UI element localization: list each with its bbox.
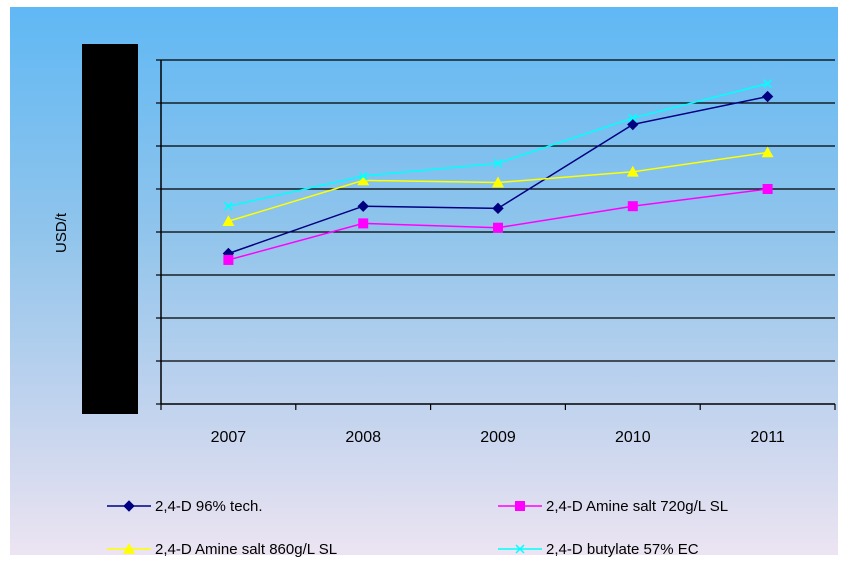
data-point <box>493 222 503 233</box>
x-marker-stroke <box>223 201 233 211</box>
data-point <box>357 200 369 212</box>
legend-item: 2,4-D Amine salt 720g/L SL <box>498 498 728 515</box>
axes <box>156 59 836 410</box>
black-bar-decoration <box>82 44 138 414</box>
legend-marker <box>123 543 135 554</box>
data-point <box>761 146 774 158</box>
legend-label: 2,4-D 96% tech. <box>155 498 263 515</box>
series-markers <box>222 79 774 265</box>
data-point <box>626 165 639 177</box>
x-marker-stroke <box>515 544 525 554</box>
y-axis-label: USD/t <box>53 212 70 253</box>
data-point <box>761 90 774 103</box>
data-point <box>357 174 370 186</box>
chart-frame <box>10 7 838 555</box>
legend-label: 2,4-D butylate 57% EC <box>546 541 699 558</box>
data-point <box>222 215 235 227</box>
legend-label: 2,4-D Amine salt 860g/L SL <box>155 541 337 558</box>
x-marker-stroke <box>493 158 503 168</box>
x-tick-label: 2011 <box>750 429 785 446</box>
legend-label: 2,4-D Amine salt 720g/L SL <box>546 498 728 515</box>
legend-item: 2,4-D butylate 57% EC <box>498 541 699 558</box>
x-marker-stroke <box>763 79 773 89</box>
series-line <box>228 82 768 207</box>
x-tick-label: 2009 <box>480 429 516 446</box>
x-tick-label: 2008 <box>345 429 381 446</box>
legend-item: 2,4-D 96% tech. <box>107 498 263 515</box>
legend-item: 2,4-D Amine salt 860g/L SL <box>107 541 337 558</box>
x-marker-stroke <box>358 171 368 181</box>
x-tick-label: 2007 <box>211 429 247 446</box>
series-lines <box>228 82 768 261</box>
x-marker-stroke <box>628 113 638 123</box>
data-point <box>358 218 369 229</box>
data-point <box>628 113 638 123</box>
legend-marker <box>515 501 525 511</box>
gridlines <box>161 59 835 362</box>
legend-marker <box>123 500 135 512</box>
x-tick-label: 2010 <box>615 429 651 446</box>
data-point <box>763 79 773 89</box>
data-point <box>762 184 773 194</box>
data-point <box>627 201 638 212</box>
legend: 2,4-D 96% tech. 2,4-D Amine salt 720g/L S… <box>107 498 728 558</box>
data-point <box>223 201 233 211</box>
data-point <box>493 158 503 168</box>
x-tick-labels: 2007 2008 2009 2010 2011 <box>211 429 785 446</box>
legend-marker <box>515 544 525 554</box>
data-point <box>492 202 504 215</box>
data-point <box>627 118 639 131</box>
data-point <box>358 171 368 181</box>
data-point <box>492 176 504 188</box>
data-point <box>223 254 234 265</box>
